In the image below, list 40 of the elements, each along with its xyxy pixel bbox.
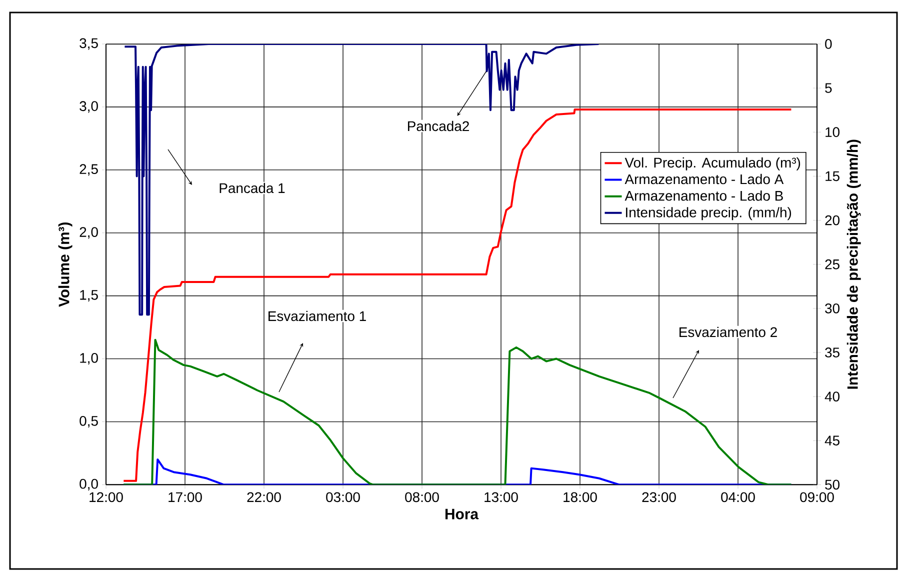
y-tick-label: 2,5 [80, 164, 98, 176]
y-tick-label: 3,0 [80, 101, 98, 113]
y2-tick-label: 25 [825, 259, 840, 270]
y2-tick-label: 0 [825, 39, 832, 49]
x-tick-label: 03:00 [326, 492, 360, 502]
annotation: Esvaziamento 1 [268, 310, 366, 322]
x-tick-label: 09:00 [800, 492, 834, 502]
legend-label: Vol. Precip. Acumulado (m³) [624, 157, 800, 170]
x-axis-title: Hora [445, 508, 479, 520]
legend-label: Armazenamento - Lado B [624, 190, 783, 201]
x-tick-label: 08:00 [405, 492, 439, 502]
y2-tick-label: 50 [825, 480, 840, 490]
y2-tick-label: 45 [824, 436, 840, 446]
y2-tick-label: 10 [826, 127, 840, 138]
x-tick-label: 04:00 [721, 492, 755, 502]
x-tick-label: 23:00 [642, 492, 676, 502]
y-tick-label: 0,5 [80, 416, 98, 428]
y2-axis-title: Intensidade de precipitação (mm/h) [846, 140, 861, 389]
y2-tick-label: 15 [826, 171, 840, 182]
y2-tick-label: 5 [825, 83, 832, 93]
y-axis-title: Volume (m³) [58, 222, 72, 307]
annotation: Pancada 1 [220, 182, 285, 194]
legend-label: Armazenamento - Lado A [624, 174, 784, 184]
x-tick-label: 17:00 [168, 492, 202, 502]
y2-tick-label: 40 [824, 392, 840, 402]
y2-tick-label: 30 [825, 303, 840, 314]
y-tick-label: 3,5 [80, 38, 98, 50]
y-tick-label: 2,0 [80, 227, 98, 239]
x-tick-label: 18:00 [564, 492, 597, 502]
legend-label: Intensidade precip. (mm/h) [626, 207, 792, 220]
x-tick-label: 13:00 [484, 492, 518, 502]
y2-tick-label: 20 [825, 215, 840, 226]
annotation: Pancada2 [408, 120, 469, 132]
annotation: Esvaziamento 2 [680, 326, 777, 338]
y-tick-label: 0,0 [80, 478, 98, 490]
x-tick-label: 12:00 [90, 492, 123, 502]
x-tick-label: 22:00 [247, 492, 281, 502]
y2-tick-label: 35 [825, 348, 840, 358]
y-tick-label: 1,0 [80, 353, 98, 365]
y-tick-label: 1,5 [80, 290, 98, 302]
